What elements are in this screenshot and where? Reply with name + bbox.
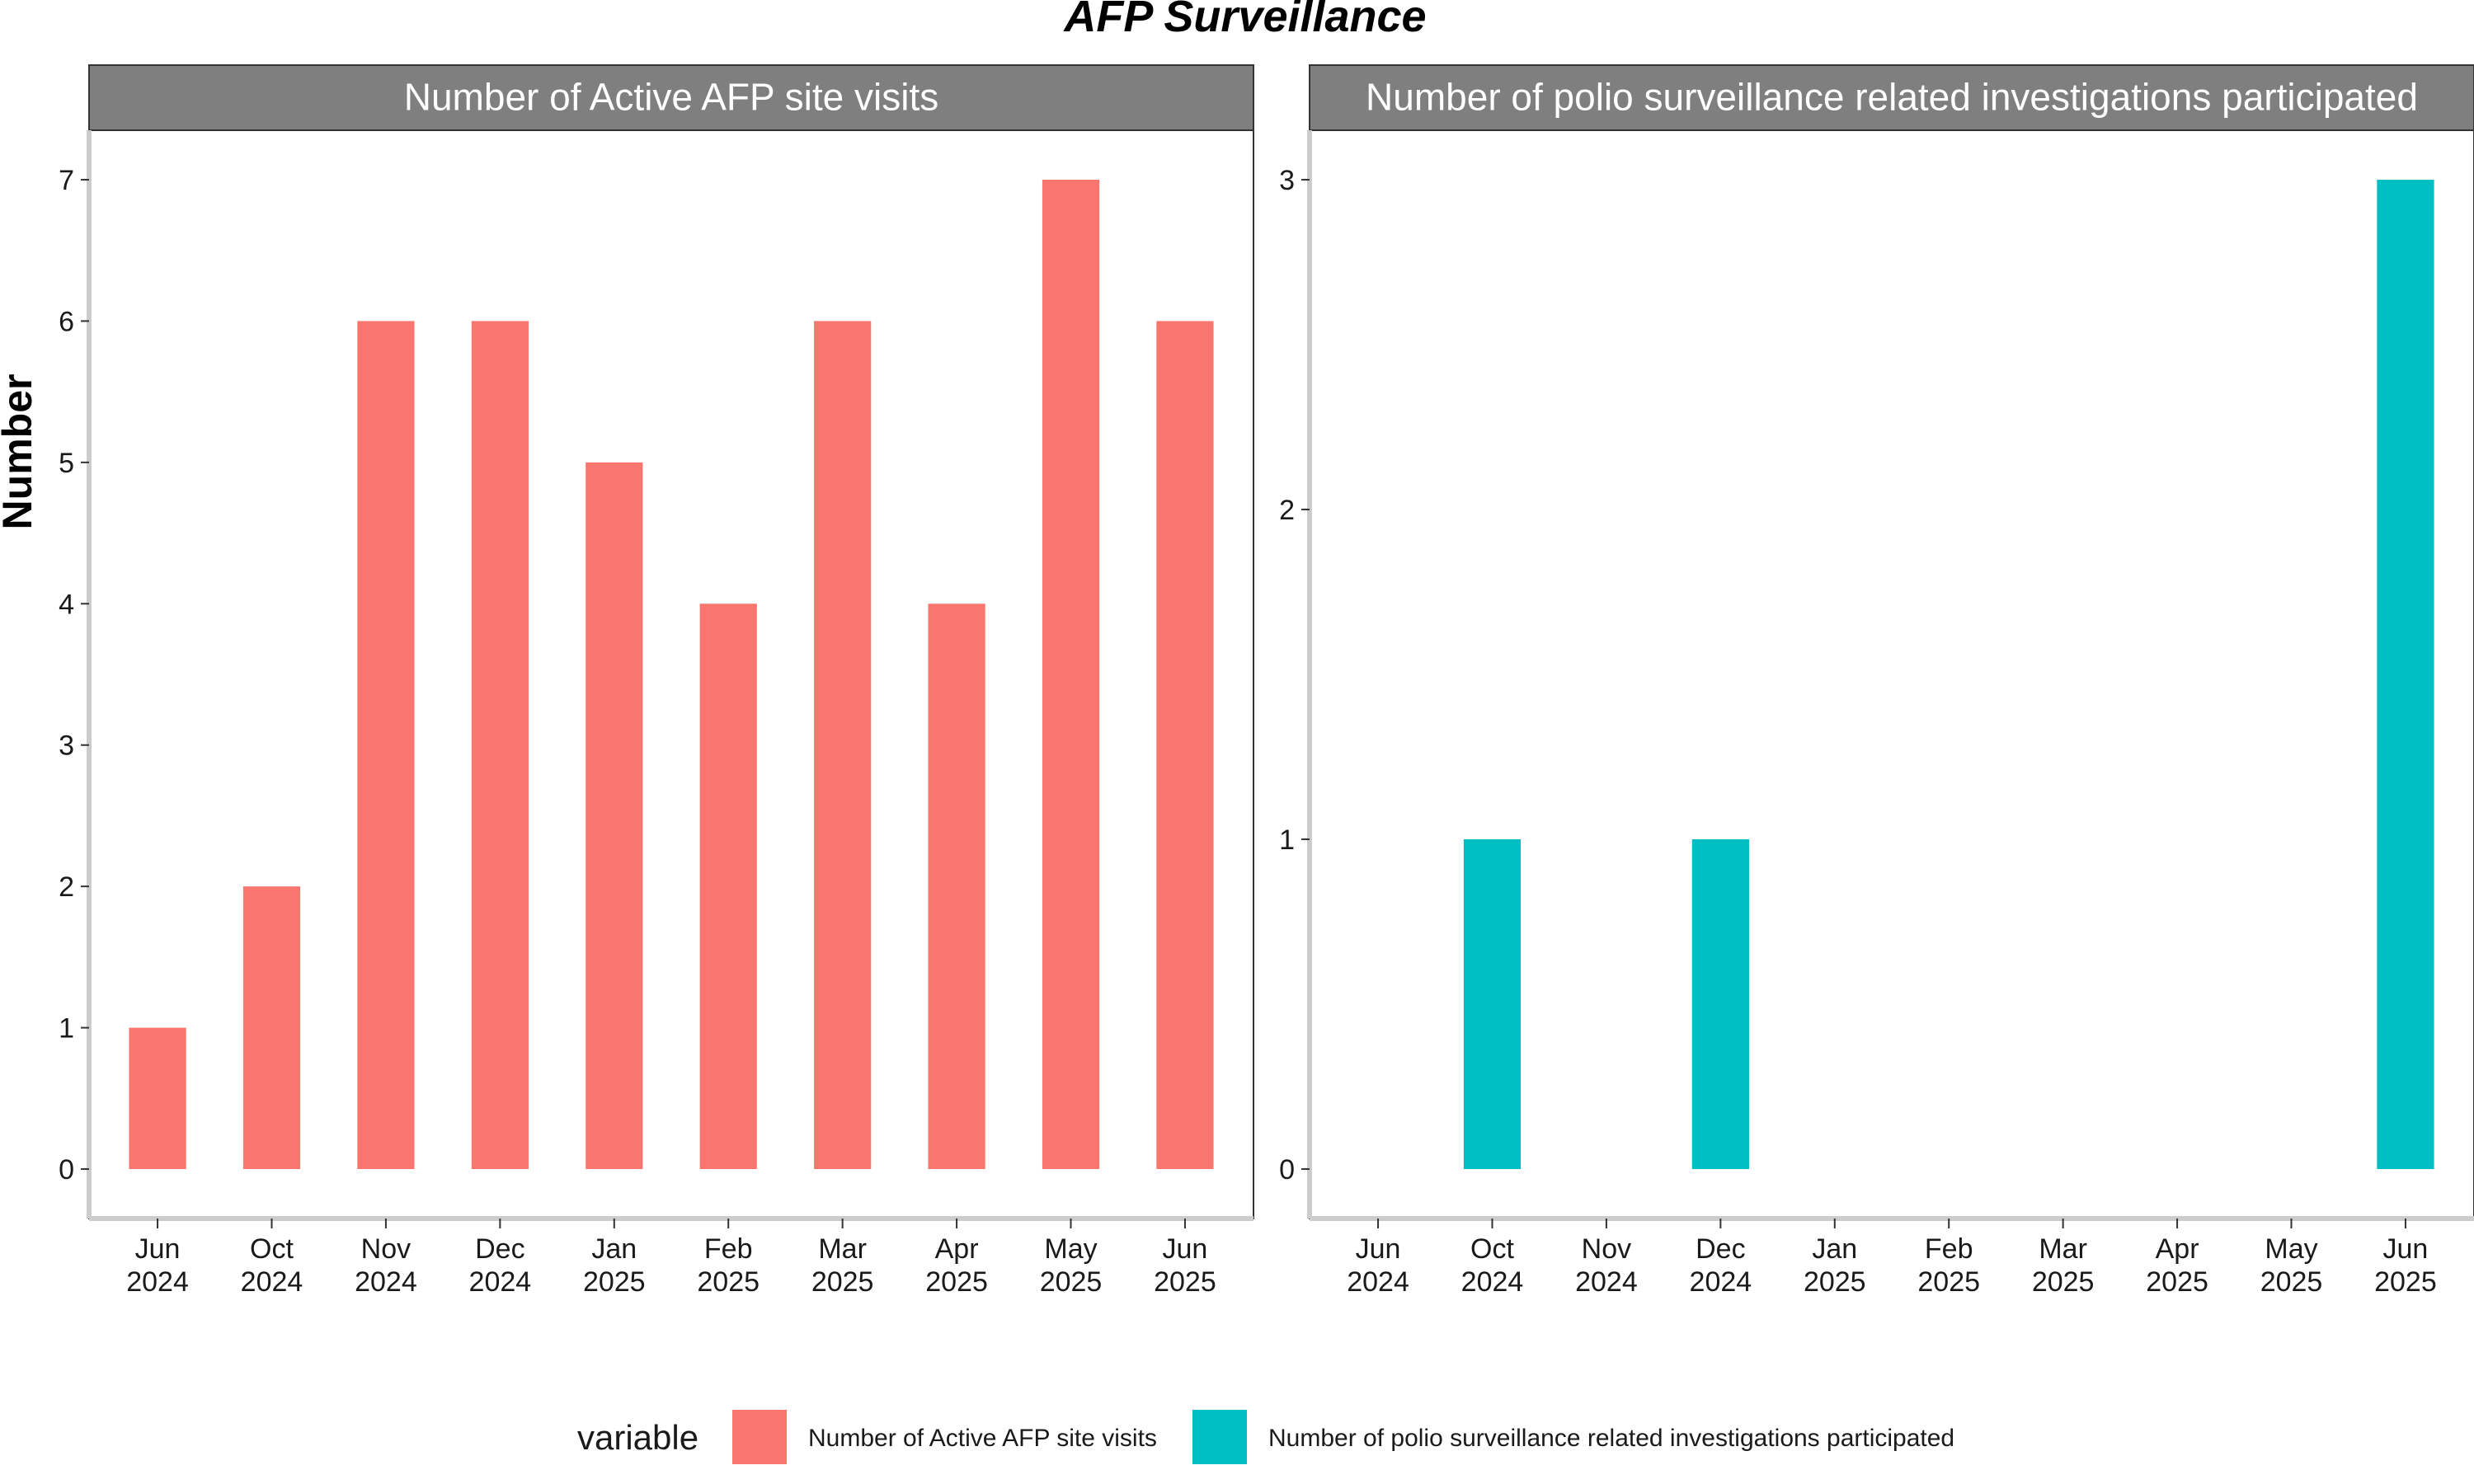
x-tick-label-year: 2024 — [1347, 1266, 1409, 1298]
bar-jun-2025 — [2377, 180, 2434, 1169]
x-tick-label-year: 2024 — [241, 1266, 303, 1298]
x-tick-label-month: Feb — [1925, 1233, 1973, 1265]
x-tick-label-year: 2025 — [2146, 1266, 2208, 1298]
bar-feb-2025 — [699, 603, 757, 1169]
x-tick-label-year: 2025 — [811, 1266, 874, 1298]
x-tick-label-month: Dec — [1696, 1233, 1745, 1265]
bar-jun-2025 — [1156, 321, 1214, 1169]
x-tick-label-year: 2025 — [2260, 1266, 2323, 1298]
x-tick-label-year: 2025 — [2374, 1266, 2437, 1298]
x-tick-label-month: May — [2265, 1233, 2317, 1265]
facet-panels: Number of Active AFP site visits 0 1 2 3 4 5 6 7… — [59, 64, 2474, 1298]
y-tick-label: 6 — [59, 306, 74, 337]
x-tick-label-month: Feb — [704, 1233, 753, 1265]
x-tick-label-month: Apr — [935, 1233, 979, 1265]
bar-nov-2024 — [357, 321, 415, 1169]
x-tick-label-month: Nov — [361, 1233, 411, 1265]
x-tick-label-month: Oct — [250, 1233, 294, 1265]
y-tick-label: 3 — [59, 730, 74, 762]
y-tick-label: 4 — [59, 589, 74, 620]
x-tick-label-year: 2024 — [1575, 1266, 1638, 1298]
x-tick-label-year: 2025 — [1804, 1266, 1866, 1298]
facet-strip — [88, 64, 1254, 131]
bar-mar-2025 — [814, 321, 872, 1169]
y-tick-label: 0 — [59, 1154, 74, 1186]
y-tick-label: 1 — [1279, 824, 1295, 856]
chart-title: AFP Surveillance — [1062, 0, 1426, 41]
legend-key-1 — [732, 1410, 787, 1464]
x-tick-label-year: 2025 — [697, 1266, 760, 1298]
x-tick-label-year: 2025 — [1154, 1266, 1216, 1298]
y-axis-label: Number — [0, 374, 40, 530]
x-tick-label-month: Jan — [591, 1233, 637, 1265]
bar-apr-2025 — [928, 603, 985, 1169]
x-tick-label-month: Mar — [2039, 1233, 2087, 1265]
y-tick-label: 2 — [1279, 495, 1295, 526]
y-tick-label: 2 — [59, 871, 74, 903]
y-tick-label: 1 — [59, 1013, 74, 1045]
x-tick-label-month: Oct — [1470, 1233, 1514, 1265]
x-tick-label-year: 2025 — [1917, 1266, 1980, 1298]
x-tick-label-month: Jun — [135, 1233, 181, 1265]
bar-oct-2024 — [242, 886, 301, 1169]
bar-may-2025 — [1042, 180, 1100, 1169]
x-tick-label-year: 2025 — [2032, 1266, 2095, 1298]
legend: variable Number of Active AFP site visit… — [577, 1410, 1954, 1464]
facet-panel-2: Number of polio surveillance related inv… — [1279, 64, 2474, 1298]
legend-label-1: Number of Active AFP site visits — [808, 1425, 1157, 1452]
y-tick-label: 0 — [1279, 1154, 1295, 1186]
bar-jan-2025 — [586, 462, 643, 1169]
y-tick-label: 5 — [59, 448, 74, 479]
x-tick-label-year: 2025 — [583, 1266, 646, 1298]
x-tick-label-month: May — [1044, 1233, 1097, 1265]
x-tick-label-month: Jun — [2383, 1233, 2429, 1265]
x-tick-label-year: 2025 — [925, 1266, 988, 1298]
x-tick-label-year: 2024 — [355, 1266, 417, 1298]
y-tick-label: 3 — [1279, 165, 1295, 196]
x-tick-label-year: 2025 — [1040, 1266, 1103, 1298]
bar-jun-2024 — [129, 1027, 186, 1169]
x-tick-label-month: Apr — [2156, 1233, 2199, 1265]
facet-strip-title: Number of polio surveillance related inv… — [1366, 76, 2418, 119]
facet-strip — [1309, 64, 2474, 131]
bar-dec-2024 — [1691, 839, 1749, 1169]
facet-panel-1: Number of Active AFP site visits 0 1 2 3 4 5 6 7… — [59, 64, 1254, 1298]
x-tick-label-year: 2024 — [126, 1266, 189, 1298]
bar-dec-2024 — [471, 321, 529, 1169]
x-tick-label-month: Mar — [818, 1233, 867, 1265]
x-tick-label-month: Jun — [1163, 1233, 1208, 1265]
bar-oct-2024 — [1463, 839, 1522, 1169]
x-tick-label-month: Jun — [1356, 1233, 1401, 1265]
legend-label-2: Number of polio surveillance related inv… — [1268, 1425, 1954, 1452]
x-tick-label-month: Dec — [475, 1233, 524, 1265]
legend-title: variable — [577, 1418, 698, 1457]
facet-strip-title: Number of Active AFP site visits — [404, 76, 939, 119]
y-tick-label: 7 — [59, 165, 74, 196]
x-tick-label-month: Nov — [1582, 1233, 1631, 1265]
x-tick-label-year: 2024 — [1690, 1266, 1752, 1298]
x-tick-label-year: 2024 — [469, 1266, 532, 1298]
x-tick-label-month: Jan — [1812, 1233, 1857, 1265]
x-tick-label-year: 2024 — [1461, 1266, 1524, 1298]
legend-key-2 — [1192, 1410, 1247, 1464]
